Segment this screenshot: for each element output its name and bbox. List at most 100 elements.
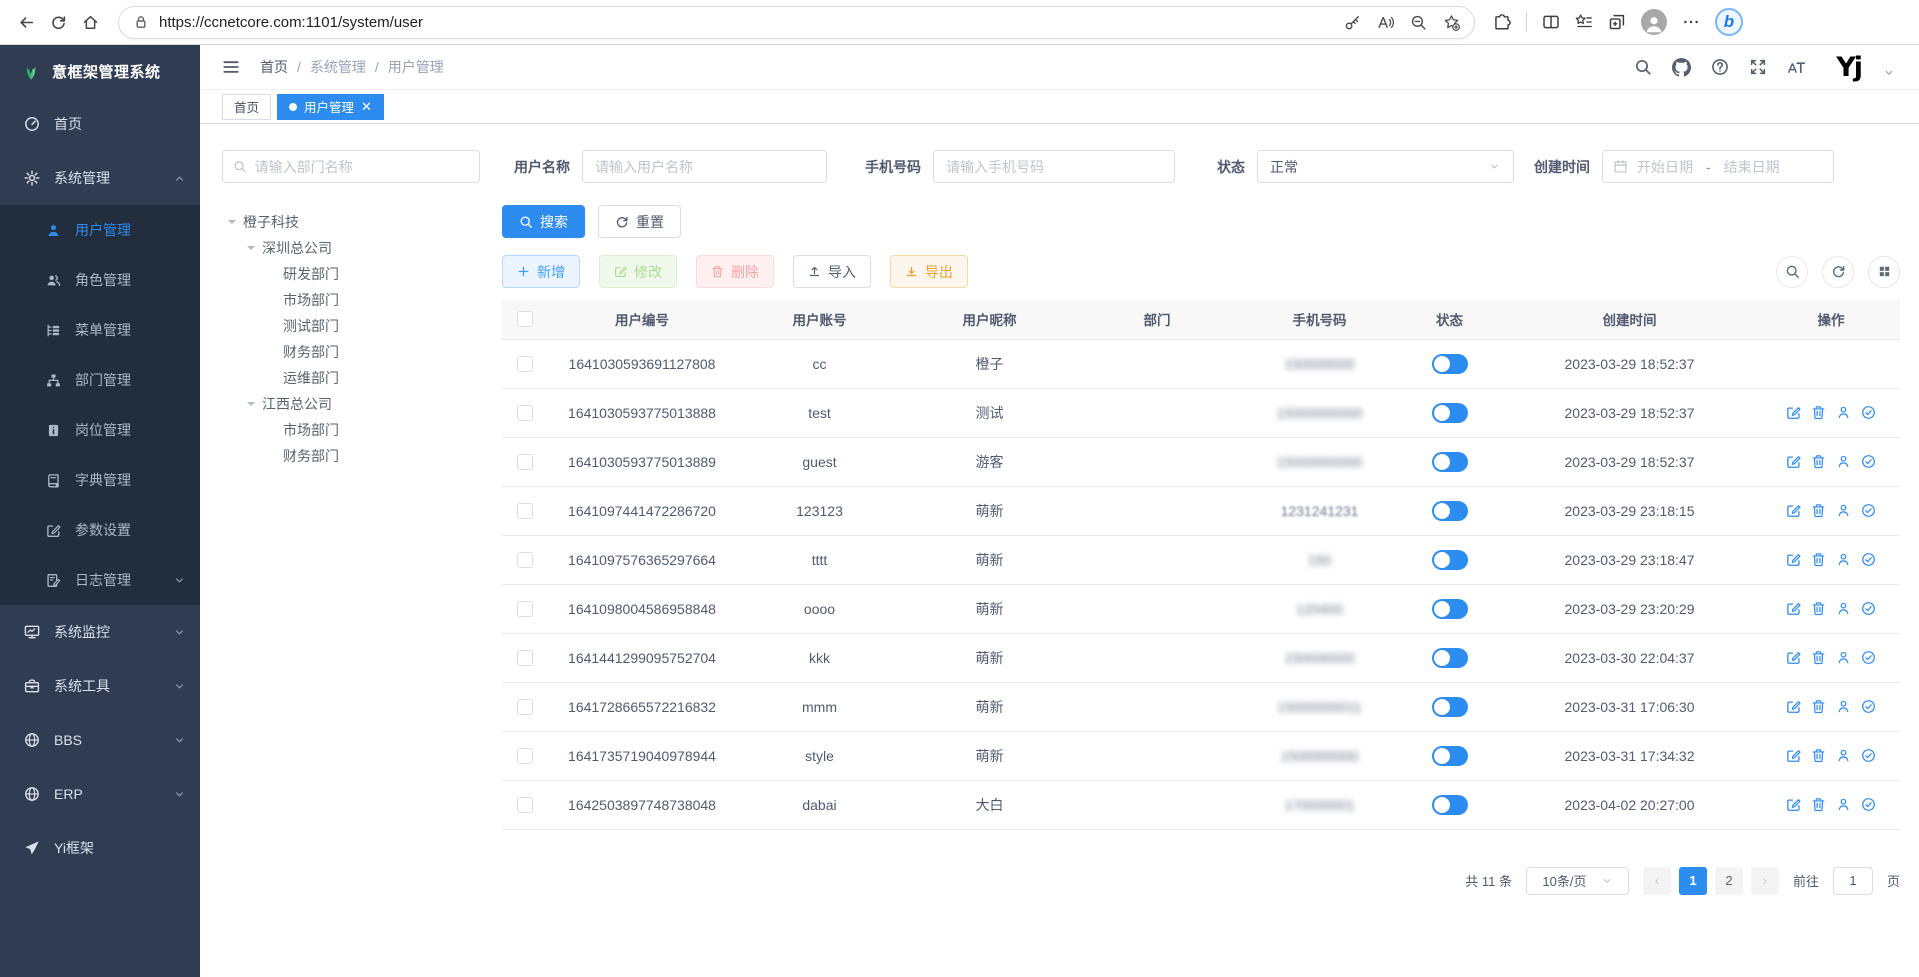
tree-caret-icon[interactable]: [228, 220, 236, 228]
reset-button[interactable]: 重置: [598, 205, 681, 238]
row-edit-icon[interactable]: [1786, 797, 1801, 812]
row-edit-icon[interactable]: [1786, 650, 1801, 665]
tree-node[interactable]: 橙子科技: [222, 209, 502, 235]
page-button-2[interactable]: 2: [1714, 866, 1743, 895]
table-refresh-button[interactable]: [1822, 255, 1854, 288]
browser-essentials-icon[interactable]: [1493, 13, 1511, 31]
browser-profile-avatar[interactable]: [1641, 9, 1667, 35]
row-delete-icon[interactable]: [1811, 601, 1826, 616]
row-checkbox[interactable]: [516, 405, 533, 422]
address-bar[interactable]: https://ccnetcore.com:1101/system/user: [118, 5, 1475, 39]
browser-back-button[interactable]: [10, 6, 42, 38]
sidebar-item-dictionary-management[interactable]: 字典管理: [0, 455, 200, 505]
page-size-select[interactable]: 10条/页: [1525, 866, 1629, 895]
font-size-icon[interactable]: [1787, 58, 1806, 77]
row-edit-icon[interactable]: [1786, 454, 1801, 469]
row-assign-role-icon[interactable]: [1861, 454, 1876, 469]
sidebar-item-menu-management[interactable]: 菜单管理: [0, 305, 200, 355]
sidebar-item-system-monitor[interactable]: 系统监控: [0, 605, 200, 659]
status-toggle[interactable]: [1431, 402, 1468, 423]
row-checkbox[interactable]: [516, 699, 533, 716]
row-delete-icon[interactable]: [1811, 552, 1826, 567]
page-button-1[interactable]: 1: [1678, 866, 1707, 895]
row-checkbox[interactable]: [516, 356, 533, 373]
sidebar-item-user-management[interactable]: 用户管理: [0, 205, 200, 255]
status-select[interactable]: 正常: [1257, 150, 1514, 183]
phone-input[interactable]: [946, 158, 1162, 175]
row-delete-icon[interactable]: [1811, 405, 1826, 420]
row-checkbox[interactable]: [516, 503, 533, 520]
row-reset-password-icon[interactable]: [1836, 797, 1851, 812]
tree-node[interactable]: 财务部门: [283, 344, 339, 360]
tree-caret-icon[interactable]: [247, 246, 255, 254]
row-checkbox[interactable]: [516, 454, 533, 471]
row-edit-icon[interactable]: [1786, 405, 1801, 420]
sidebar-item-parameter-settings[interactable]: 参数设置: [0, 505, 200, 555]
row-checkbox[interactable]: [516, 552, 533, 569]
bing-chat-icon[interactable]: b: [1715, 8, 1743, 36]
sidebar-item-post-management[interactable]: 岗位管理: [0, 405, 200, 455]
tree-node[interactable]: 市场部门: [283, 422, 339, 438]
row-edit-icon[interactable]: [1786, 503, 1801, 518]
status-toggle[interactable]: [1431, 696, 1468, 717]
collections-icon[interactable]: [1608, 13, 1626, 31]
edit-button[interactable]: 修改: [599, 255, 677, 288]
goto-page-input[interactable]: [1832, 866, 1873, 895]
tree-node[interactable]: 研发部门: [283, 266, 339, 282]
sidebar-item-system-tools[interactable]: 系统工具: [0, 659, 200, 713]
tree-caret-icon[interactable]: [247, 402, 255, 410]
sidebar-item-log-management[interactable]: 日志管理: [0, 555, 200, 605]
site-lock-icon[interactable]: [133, 14, 149, 30]
row-delete-icon[interactable]: [1811, 797, 1826, 812]
row-assign-role-icon[interactable]: [1861, 601, 1876, 616]
row-delete-icon[interactable]: [1811, 748, 1826, 763]
row-delete-icon[interactable]: [1811, 454, 1826, 469]
prev-page-button[interactable]: ‹: [1642, 866, 1671, 895]
department-search-input[interactable]: [254, 158, 469, 175]
add-favorite-icon[interactable]: [1443, 14, 1460, 31]
row-edit-icon[interactable]: [1786, 601, 1801, 616]
help-icon[interactable]: [1711, 58, 1729, 76]
tab-home[interactable]: 首页: [222, 93, 272, 120]
tree-node[interactable]: 江西总公司: [222, 391, 502, 417]
row-assign-role-icon[interactable]: [1861, 748, 1876, 763]
fullscreen-icon[interactable]: [1749, 58, 1767, 76]
status-toggle[interactable]: [1431, 745, 1468, 766]
status-toggle[interactable]: [1431, 598, 1468, 619]
sidebar-item-yi-framework[interactable]: Yi框架: [0, 821, 200, 875]
row-assign-role-icon[interactable]: [1861, 405, 1876, 420]
sidebar-item-erp[interactable]: ERP: [0, 767, 200, 821]
tree-node[interactable]: 深圳总公司: [222, 235, 502, 261]
import-button[interactable]: 导入: [793, 255, 871, 288]
tab-user-management[interactable]: 用户管理 ✕: [277, 93, 384, 120]
row-checkbox[interactable]: [516, 797, 533, 814]
row-reset-password-icon[interactable]: [1836, 699, 1851, 714]
column-settings-button[interactable]: [1868, 255, 1900, 288]
header-search-icon[interactable]: [1634, 58, 1652, 76]
row-delete-icon[interactable]: [1811, 650, 1826, 665]
row-reset-password-icon[interactable]: [1836, 601, 1851, 616]
zoom-out-icon[interactable]: [1410, 14, 1427, 31]
row-assign-role-icon[interactable]: [1861, 503, 1876, 518]
browser-menu-icon[interactable]: [1682, 13, 1700, 31]
row-delete-icon[interactable]: [1811, 503, 1826, 518]
table-search-toggle-button[interactable]: [1776, 255, 1808, 288]
sidebar-item-department-management[interactable]: 部门管理: [0, 355, 200, 405]
tree-node[interactable]: 运维部门: [283, 370, 339, 386]
read-aloud-icon[interactable]: [1377, 14, 1394, 31]
row-edit-icon[interactable]: [1786, 699, 1801, 714]
row-assign-role-icon[interactable]: [1861, 797, 1876, 812]
row-reset-password-icon[interactable]: [1836, 405, 1851, 420]
sidebar-item-system-management[interactable]: 系统管理: [0, 151, 200, 205]
status-toggle[interactable]: [1431, 353, 1468, 374]
end-date-placeholder[interactable]: 结束日期: [1723, 158, 1780, 175]
tree-node[interactable]: 财务部门: [283, 448, 339, 464]
tree-node[interactable]: 市场部门: [283, 292, 339, 308]
row-assign-role-icon[interactable]: [1861, 650, 1876, 665]
row-checkbox[interactable]: [516, 601, 533, 618]
sidebar-item-bbs[interactable]: BBS: [0, 713, 200, 767]
url-text[interactable]: https://ccnetcore.com:1101/system/user: [159, 13, 424, 31]
row-edit-icon[interactable]: [1786, 552, 1801, 567]
date-range-picker[interactable]: 开始日期 - 结束日期: [1602, 150, 1834, 183]
status-toggle[interactable]: [1431, 647, 1468, 668]
